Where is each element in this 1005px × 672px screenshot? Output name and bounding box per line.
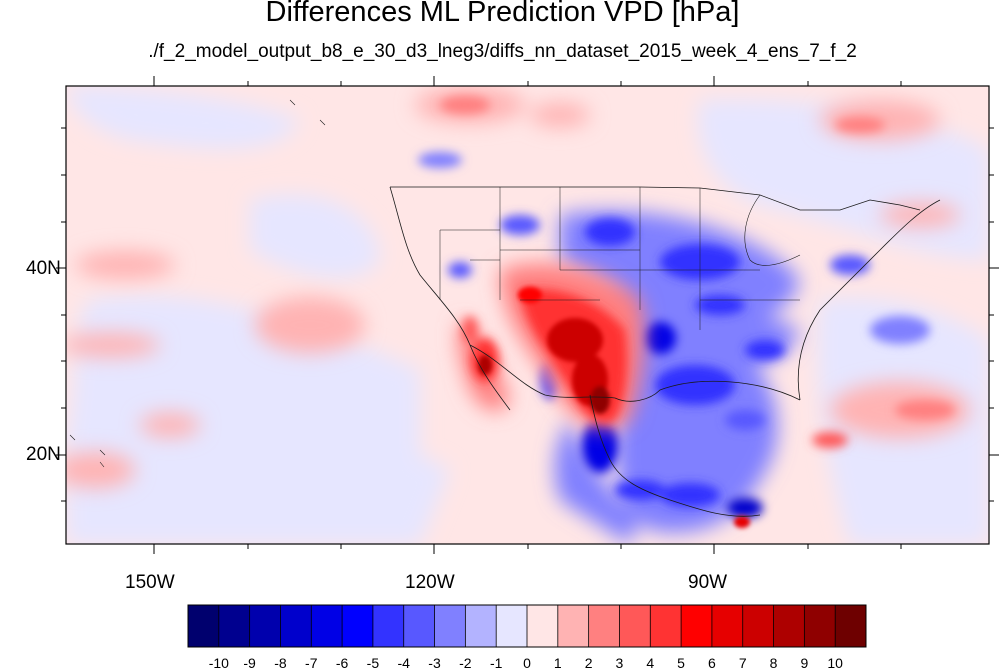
colorbar-label: 10 <box>827 655 843 671</box>
colorbar-label: -6 <box>335 655 349 671</box>
colorbar-label: 2 <box>584 655 593 671</box>
lon-label-150w: 150W <box>125 572 175 593</box>
map-title: Differences ML Prediction VPD [hPa] <box>265 0 740 28</box>
colorbar-swatch <box>681 605 713 647</box>
colorbar-label: 1 <box>553 655 562 671</box>
salmon-ocean-patches <box>440 96 955 448</box>
colorbar-label: -9 <box>243 655 256 671</box>
lat-label-20n: 20N <box>26 444 61 465</box>
colorbar-swatch <box>372 605 405 647</box>
colorbar-swatch <box>342 605 374 647</box>
lat-label-40n: 40N <box>26 258 61 279</box>
colorbar-swatch <box>588 605 620 647</box>
colorbar-label: 5 <box>677 655 685 671</box>
colorbar-swatch <box>650 605 682 647</box>
colorbar-swatch <box>711 605 744 647</box>
colorbar-swatch <box>465 605 497 647</box>
colorbar-swatch <box>496 605 528 647</box>
colorbar-label: 8 <box>769 655 778 671</box>
colorbar-swatch <box>835 605 867 647</box>
axis-ticks <box>56 76 999 554</box>
coastlines-and-borders <box>69 99 941 517</box>
lon-label-90w: 90W <box>688 572 728 593</box>
red-positive-peak <box>478 287 750 528</box>
colorbar-frame <box>187 604 867 648</box>
colorbar-swatch <box>188 605 220 647</box>
colorbar-swatch <box>742 605 775 647</box>
colorbar-swatch <box>804 605 836 647</box>
colorbar-swatch <box>403 605 436 647</box>
colorbar-label: 9 <box>800 655 809 671</box>
colorbar-label: -10 <box>208 655 229 671</box>
map-subtitle: ./f_2_model_output_b8_e_30_d3_lneg3/diff… <box>148 41 857 62</box>
colorbar-label: -5 <box>366 655 380 671</box>
colorbar-label: -2 <box>459 655 472 671</box>
colorbar-label: -7 <box>305 655 318 671</box>
colorbar-swatch <box>527 605 559 647</box>
colorbar-label: -8 <box>274 655 287 671</box>
colorbar-swatch <box>311 605 343 647</box>
colorbar-label: 0 <box>523 655 531 671</box>
colorbar-swatch <box>434 605 466 647</box>
colorbar-label: 6 <box>708 655 716 671</box>
colorbar-swatch <box>249 605 281 647</box>
colorbar-swatch <box>218 605 251 647</box>
colorbar-swatch <box>280 605 312 647</box>
colorbar-label: -1 <box>489 655 503 671</box>
colorbar-label: 3 <box>615 655 624 671</box>
colorbar-label: -3 <box>428 655 441 671</box>
lon-label-120w: 120W <box>405 572 455 593</box>
colorbar-swatch <box>557 605 590 647</box>
colorbar-label: -4 <box>397 655 410 671</box>
colorbar-swatch <box>619 605 651 647</box>
colorbar-swatch <box>773 605 805 647</box>
colorbar-label: 4 <box>646 655 655 671</box>
colorbar-label: 7 <box>738 655 747 671</box>
data-field <box>66 86 989 544</box>
